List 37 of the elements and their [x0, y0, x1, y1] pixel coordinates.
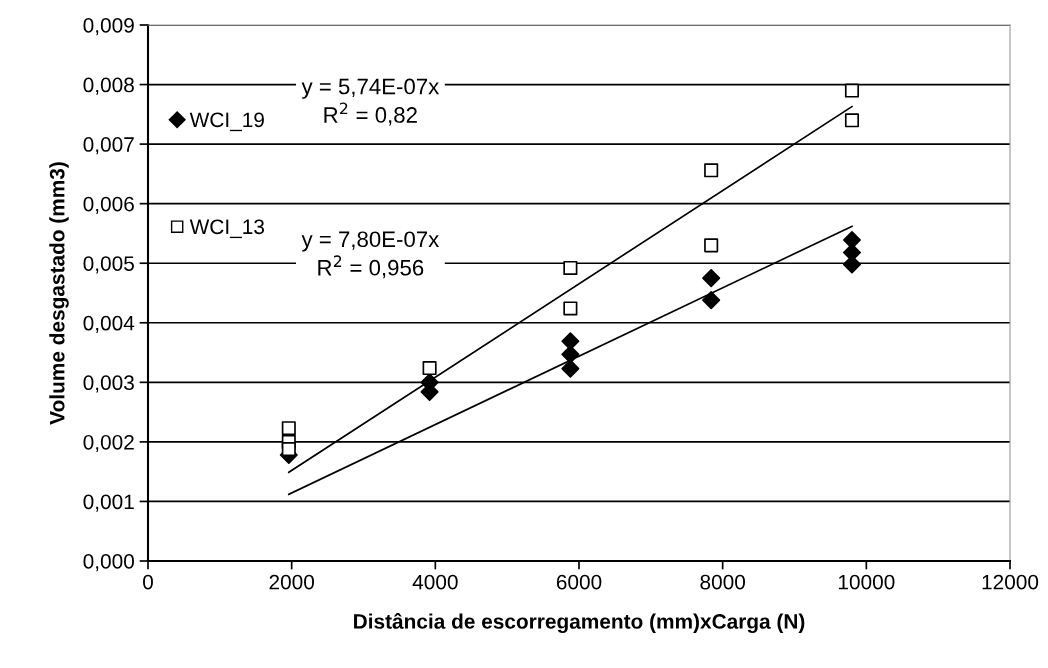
- point: [702, 291, 721, 310]
- x-tick-label: 0: [143, 574, 153, 590]
- point: [702, 269, 721, 288]
- annotation: y = 7,80E-07x R$^{2}$ = 0,956: [301, 231, 440, 279]
- y-tick-label: 0,002: [83, 434, 134, 453]
- point: [563, 260, 578, 276]
- x-tick-label: 4000: [412, 574, 458, 590]
- point: [561, 359, 580, 378]
- point: [704, 238, 719, 253]
- point: [561, 345, 580, 364]
- point: [281, 421, 296, 436]
- point: [422, 360, 437, 376]
- point: [844, 83, 860, 98]
- x-tick-label: 10000: [838, 574, 895, 590]
- x-tick-label: 12000: [982, 574, 1039, 590]
- y-tick-label: 0,000: [83, 554, 134, 572]
- annotation: y = 5,74E-07x R$^{2}$ = 0,82: [301, 78, 440, 126]
- x-tick-label: 2000: [269, 574, 315, 590]
- y-tick-label: 0,008: [83, 77, 134, 95]
- x-axis-title: Distância de escorregamento (mm)xCarga (N): [354, 613, 805, 634]
- point: [563, 301, 578, 316]
- point: [844, 113, 860, 128]
- y-axis-title: Volume desgastado (mm3): [49, 162, 69, 425]
- point: [281, 441, 296, 457]
- legend-label: WCI_13: [189, 219, 265, 239]
- point: [842, 255, 862, 274]
- y-tick-label: 0,003: [83, 375, 134, 393]
- y-tick-label: 0,006: [83, 196, 134, 214]
- y-tick-label: 0,007: [83, 137, 134, 155]
- x-tick-label: 6000: [556, 574, 602, 590]
- y-tick-label: 0,004: [83, 315, 135, 333]
- y-tick-label: 0,001: [83, 494, 134, 512]
- legend-label: WCI_19: [189, 112, 264, 132]
- point: [704, 163, 719, 178]
- y-tick-label: 0,005: [83, 256, 134, 274]
- x-tick-label: 8000: [700, 574, 746, 590]
- y-tick-label: 0,009: [83, 18, 134, 36]
